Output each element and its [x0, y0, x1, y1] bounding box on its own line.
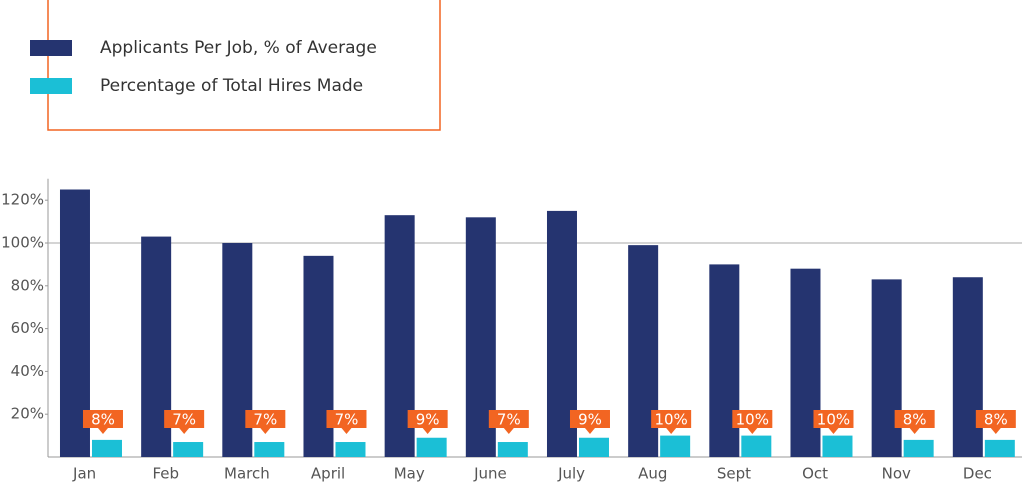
value-label: 10% — [736, 411, 769, 429]
bar — [335, 442, 366, 457]
x-tick-label: June — [473, 465, 507, 483]
bar — [497, 442, 528, 457]
value-label-box — [488, 410, 529, 434]
value-label: 10% — [654, 411, 687, 429]
y-tick-label: 40% — [11, 362, 44, 380]
x-tick-label: May — [394, 465, 425, 483]
y-tick-label: 100% — [1, 234, 44, 252]
value-label-box — [245, 410, 286, 434]
bar — [790, 268, 821, 457]
value-label-box — [164, 410, 205, 434]
value-label-box — [407, 410, 448, 434]
x-tick-label: April — [311, 465, 345, 483]
x-tick-label: Nov — [882, 465, 911, 483]
legend-box — [47, 0, 441, 131]
value-label-box — [732, 410, 773, 434]
value-label: 7% — [335, 411, 359, 429]
x-tick-label: Oct — [802, 465, 828, 483]
value-label-box — [82, 410, 123, 434]
x-tick-label: Dec — [963, 465, 992, 483]
bar — [91, 439, 122, 457]
y-tick-label: 120% — [1, 191, 44, 209]
value-label: 7% — [497, 411, 521, 429]
y-tick-label: 60% — [11, 319, 44, 337]
value-label-box — [569, 410, 610, 434]
value-label: 8% — [91, 411, 115, 429]
value-label-box — [894, 410, 935, 434]
value-label-box — [975, 410, 1016, 434]
value-label-box — [813, 410, 854, 434]
legend-label: Percentage of Total Hires Made — [100, 76, 363, 96]
value-label-box — [651, 410, 692, 434]
value-label-box — [326, 410, 367, 434]
bar — [903, 439, 934, 457]
y-tick-label: 20% — [11, 405, 44, 423]
bar — [952, 277, 983, 457]
value-label: 8% — [984, 411, 1008, 429]
x-tick-label: Jan — [72, 465, 96, 483]
x-tick-label: Aug — [638, 465, 667, 483]
bar — [871, 279, 902, 457]
y-tick-label: 80% — [11, 276, 44, 294]
bar — [578, 437, 609, 457]
value-label: 7% — [172, 411, 196, 429]
bar — [984, 439, 1015, 457]
x-tick-label: Sept — [717, 465, 751, 483]
value-label: 10% — [817, 411, 850, 429]
bar — [822, 435, 853, 457]
value-label: 9% — [578, 411, 602, 429]
bar — [416, 437, 447, 457]
bar — [254, 442, 285, 457]
bar — [173, 442, 204, 457]
legend-swatch — [30, 78, 72, 94]
bar — [660, 435, 691, 457]
bar — [741, 435, 772, 457]
x-tick-label: Feb — [152, 465, 179, 483]
x-tick-label: July — [557, 465, 585, 483]
value-label: 9% — [416, 411, 440, 429]
value-label: 8% — [903, 411, 927, 429]
legend-swatch — [30, 40, 72, 56]
legend-label: Applicants Per Job, % of Average — [100, 38, 377, 58]
x-tick-label: March — [224, 465, 270, 483]
value-label: 7% — [253, 411, 277, 429]
